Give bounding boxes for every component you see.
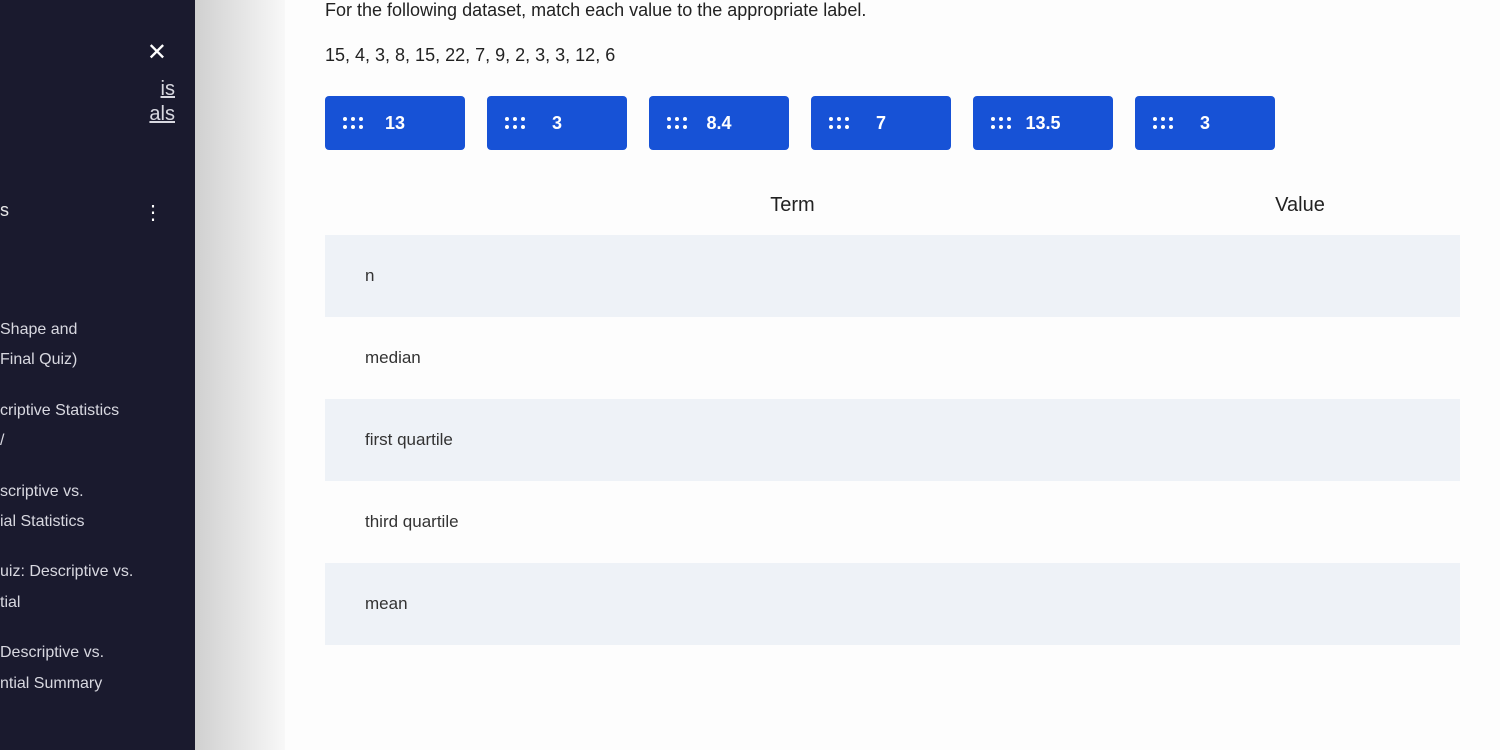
chip-label: 13.5: [1025, 113, 1060, 134]
chip-3b[interactable]: 3: [1135, 96, 1275, 150]
sidebar-nav: Shape and Final Quiz) criptive Statistic…: [0, 315, 195, 699]
sidebar-item-summary[interactable]: ntial Summary: [0, 669, 195, 699]
chip-3a[interactable]: 3: [487, 96, 627, 150]
chip-label: 8.4: [706, 113, 731, 134]
term-label: n: [365, 266, 374, 286]
sidebar-item-slash: /: [0, 426, 195, 456]
sidebar-item-ial-stats[interactable]: ial Statistics: [0, 507, 195, 537]
sidebar-s-label: s: [0, 200, 9, 221]
table-row[interactable]: first quartile: [325, 399, 1460, 481]
table-row[interactable]: median: [325, 317, 1460, 399]
sidebar-item-quiz-desc[interactable]: uiz: Descriptive vs.: [0, 557, 195, 587]
term-label: mean: [365, 594, 408, 614]
chip-label: 7: [876, 113, 886, 134]
drag-icon: [1153, 117, 1173, 129]
sidebar-item-tial[interactable]: tial: [0, 588, 195, 618]
main-content: For the following dataset, match each va…: [285, 0, 1500, 750]
table-row[interactable]: third quartile: [325, 481, 1460, 563]
dataset-values: 15, 4, 3, 8, 15, 22, 7, 9, 2, 3, 3, 12, …: [325, 45, 1460, 66]
term-label: first quartile: [365, 430, 453, 450]
chip-13[interactable]: 13: [325, 96, 465, 150]
drag-icon: [829, 117, 849, 129]
close-icon[interactable]: ✕: [147, 38, 167, 67]
header-value: Value: [1140, 194, 1460, 217]
header-term: Term: [325, 194, 1140, 217]
sidebar-link-is[interactable]: is: [0, 78, 175, 101]
sidebar-item-descriptive-stats[interactable]: criptive Statistics: [0, 396, 195, 426]
table-row[interactable]: mean: [325, 563, 1460, 645]
sidebar-item-finalquiz[interactable]: Final Quiz): [0, 345, 195, 375]
chip-label: 13: [385, 113, 405, 134]
drag-icon: [991, 117, 1011, 129]
table-row[interactable]: n: [325, 235, 1460, 317]
question-prompt: For the following dataset, match each va…: [325, 0, 1460, 21]
sidebar-item-desc-vs[interactable]: Descriptive vs.: [0, 638, 195, 668]
match-table: Term Value n median first quartile third…: [325, 194, 1460, 645]
sidebar-item-shape[interactable]: Shape and: [0, 315, 195, 345]
term-label: median: [365, 348, 421, 368]
drag-icon: [505, 117, 525, 129]
chip-7[interactable]: 7: [811, 96, 951, 150]
sidebar: ✕ is als s ⋮ Shape and Final Quiz) cript…: [0, 0, 195, 750]
sidebar-item-scriptive-vs[interactable]: scriptive vs.: [0, 477, 195, 507]
drag-icon: [667, 117, 687, 129]
chip-label: 3: [552, 113, 562, 134]
answer-chips: 13 3 8.4 7 13.5 3: [325, 96, 1460, 150]
drag-icon: [343, 117, 363, 129]
chip-13-5[interactable]: 13.5: [973, 96, 1113, 150]
divider: [195, 0, 285, 750]
more-icon[interactable]: ⋮: [143, 200, 165, 225]
table-header: Term Value: [325, 194, 1460, 217]
sidebar-link-als[interactable]: als: [0, 103, 175, 126]
term-label: third quartile: [365, 512, 459, 532]
chip-label: 3: [1200, 113, 1210, 134]
chip-8-4[interactable]: 8.4: [649, 96, 789, 150]
